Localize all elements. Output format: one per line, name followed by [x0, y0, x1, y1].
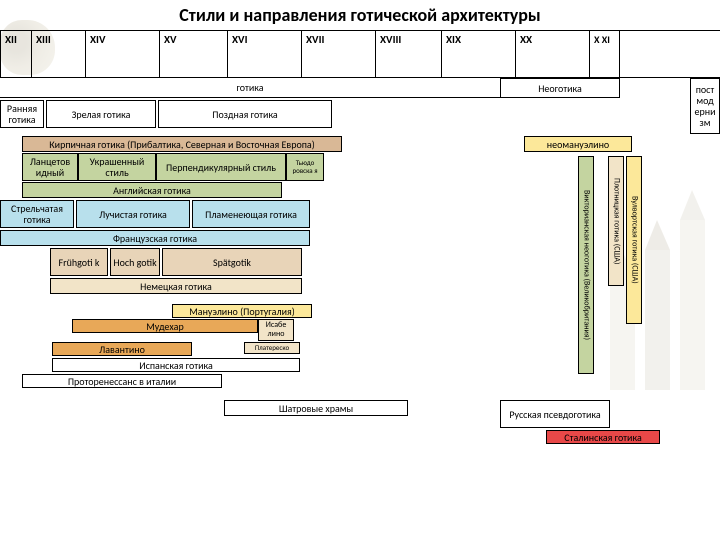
century-header-row: XIIXIIIXIVXVXVIXVIIXVIIIXIXXXX XI: [0, 30, 720, 78]
block-tudor: Тьюдо ровска я: [286, 153, 324, 181]
block-plamen: Пламенеющая готика: [192, 200, 310, 228]
block-mudejar: Мудехар: [72, 319, 258, 333]
vblock-viktorian: Викторианская неоготика (Великобритания): [578, 156, 594, 374]
block-kirpich: Кирпичная готика (Прибалтика, Северная и…: [22, 136, 342, 152]
block-pozdnyaya: Поздная готика: [158, 100, 332, 128]
block-shatr: Шатровые храмы: [224, 400, 408, 416]
vblock-vulvort: Вулвортская готика (США): [626, 156, 642, 324]
century-XII: XII: [0, 31, 32, 77]
century-XIII: XIII: [32, 31, 86, 77]
block-spanish: Испанская готика: [52, 358, 300, 372]
block-zrelaya: Зрелая готика: [46, 100, 156, 128]
block-perpend: Перпендикулярный стиль: [156, 153, 286, 181]
block-stalin: Сталинская готика: [546, 430, 660, 444]
block-french: Французская готика: [0, 230, 310, 246]
century-XVI: XVI: [228, 31, 302, 77]
block-lavantino: Лавантино: [52, 342, 192, 356]
block-german: Немецкая готика: [50, 278, 302, 294]
block-fruh: Frühgoti k: [50, 248, 108, 276]
century-XVIII: XVIII: [376, 31, 442, 77]
century-X XI: X XI: [590, 31, 620, 77]
vblock-plotnic: Плотницкая готика (США): [608, 156, 624, 286]
block-luch: Лучистая готика: [76, 200, 190, 228]
century-XIV: XIV: [86, 31, 160, 77]
century-XV: XV: [160, 31, 228, 77]
century-XX: XX: [516, 31, 590, 77]
block-neogotika: Неоготика: [500, 78, 620, 98]
block-rus_pseudo: Русская псевдоготика: [500, 400, 610, 428]
block-protoren: Проторенессанс в италии: [22, 374, 222, 388]
century-XVII: XVII: [302, 31, 376, 77]
century-XIX: XIX: [442, 31, 516, 77]
block-lancet: Ланцетов идный: [22, 153, 78, 181]
timeline-chart: готикаНеоготика пост мод ерни зм Ранняя го…: [0, 78, 720, 548]
block-postmodern: пост мод ерни зм: [690, 78, 720, 134]
page-title: Стили и направления готической архитекту…: [0, 0, 720, 30]
block-strel: Стрельчатая готика: [0, 200, 74, 228]
block-english: Английская готика: [22, 182, 282, 198]
band-gotika: готика: [0, 78, 500, 98]
block-plateresco: Платереско: [244, 342, 300, 354]
block-hoch: Hoch gotik: [110, 248, 160, 276]
block-neomanuelino: неомануэлино: [524, 136, 632, 152]
block-spat: Spätgotik: [162, 248, 302, 276]
block-isabel: Исабе лино: [258, 319, 294, 341]
block-manuelino: Мануэлино (Португалия): [172, 304, 312, 318]
block-rannyaya: Ранняя готика: [0, 100, 44, 128]
block-ukrash: Украшенный стиль: [78, 153, 156, 181]
